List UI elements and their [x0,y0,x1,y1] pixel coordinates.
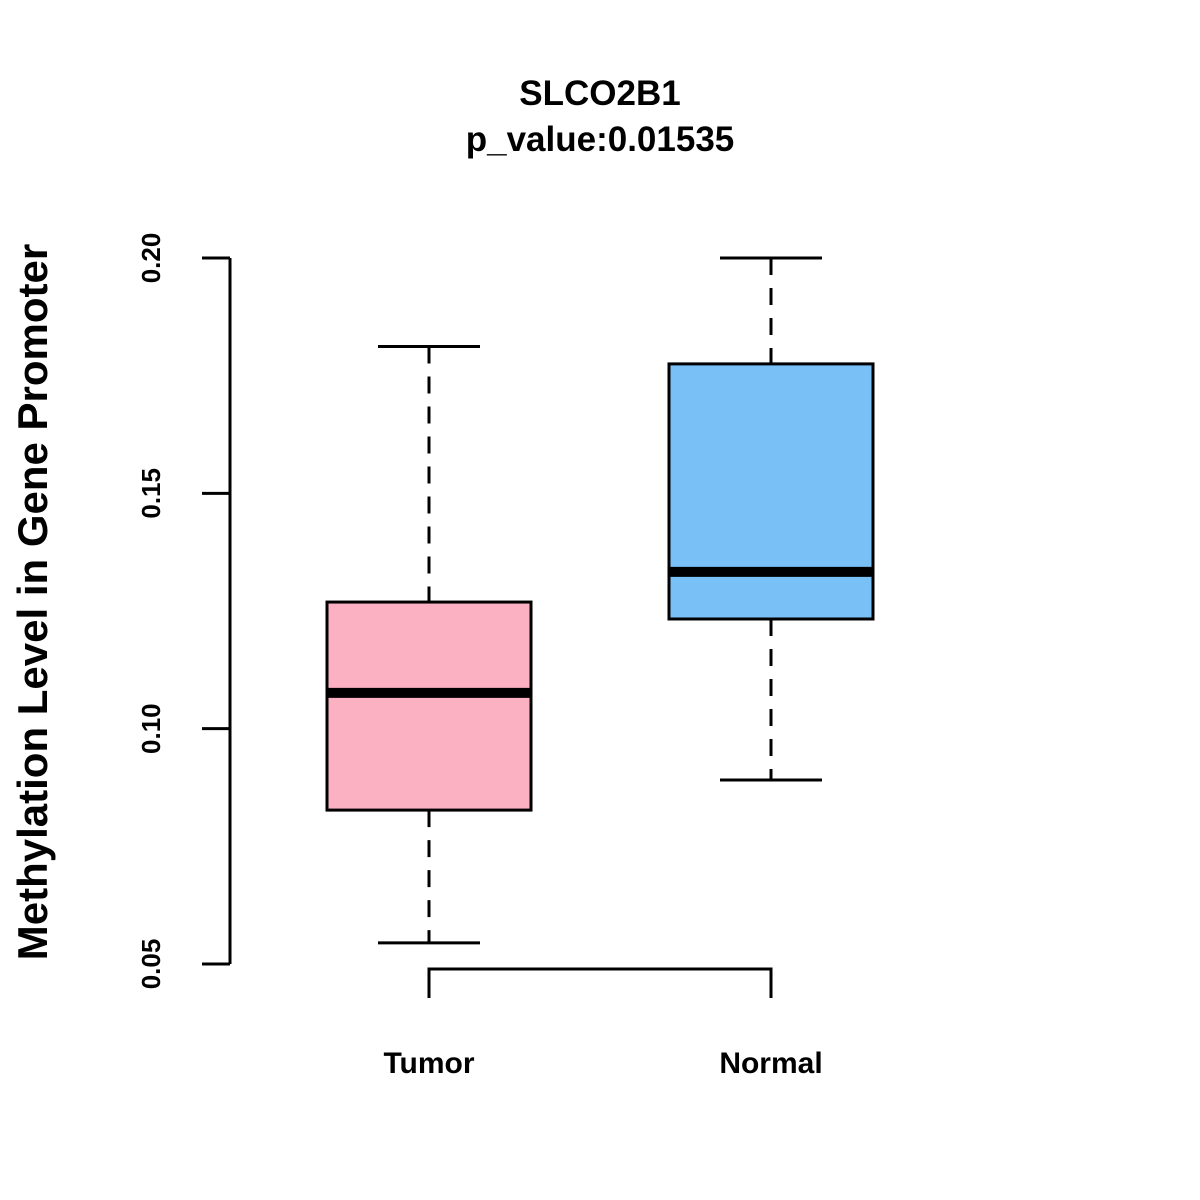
boxes [325,256,875,945]
box-iqr [667,362,875,621]
y-tick-label: 0.20 [136,233,166,284]
box-iqr [325,600,533,812]
chart-title: SLCO2B1 [519,74,680,113]
chart-subtitle: p_value:0.01535 [466,120,735,159]
y-axis: 0.05 0.10 0.15 0.20 [136,233,232,990]
x-category-labels: Tumor Normal [383,1047,822,1080]
y-axis-label: Methylation Level in Gene Promoter [9,244,56,960]
box-tumor [325,344,533,945]
x-category-label: Normal [719,1047,822,1080]
y-tick-label: 0.15 [136,468,166,519]
box-normal [667,256,875,782]
y-tick-label: 0.10 [136,703,166,754]
comparison-bracket [427,967,773,998]
bracket-line [427,967,773,998]
x-category-label: Tumor [383,1047,474,1080]
y-tick-label: 0.05 [136,939,166,990]
